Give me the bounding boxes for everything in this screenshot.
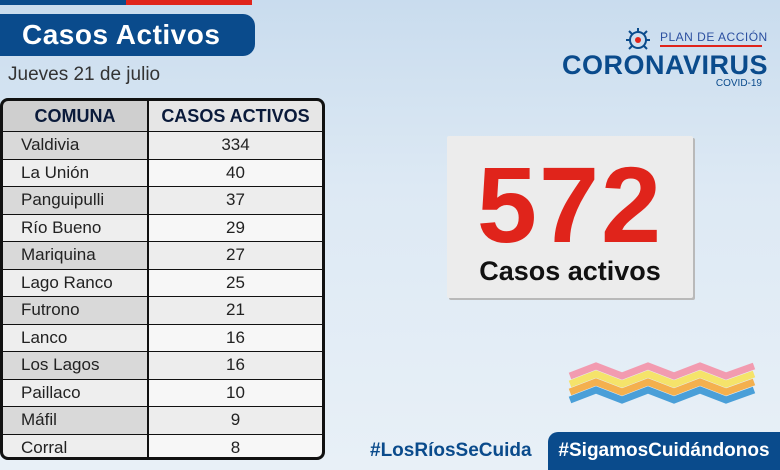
cell-comuna: Los Lagos bbox=[3, 352, 147, 379]
cell-comuna: La Unión bbox=[3, 159, 147, 186]
cell-comuna: Corral bbox=[3, 434, 147, 457]
cell-casos: 8 bbox=[149, 434, 322, 457]
table-body: Valdivia 334 La Unión 40 Panguipulli 37 Río Bu… bbox=[3, 131, 322, 457]
cell-casos: 16 bbox=[149, 324, 322, 351]
cell-casos: 25 bbox=[149, 269, 322, 296]
region-wave-logo bbox=[568, 362, 756, 404]
cell-comuna: Lanco bbox=[3, 324, 147, 351]
cell-casos: 10 bbox=[149, 379, 322, 406]
table-header: COMUNA CASOS ACTIVOS bbox=[3, 101, 322, 131]
cell-casos: 21 bbox=[149, 297, 322, 324]
report-date: Jueves 21 de julio bbox=[8, 64, 161, 85]
cell-comuna: Río Bueno bbox=[3, 214, 147, 241]
cell-casos: 40 bbox=[149, 159, 322, 186]
table-row: Valdivia 334 bbox=[3, 131, 322, 159]
flag-blue bbox=[0, 0, 126, 5]
cell-casos: 27 bbox=[149, 242, 322, 269]
logo-name: CORONAVIRUS bbox=[562, 50, 769, 80]
table-row: Mariquina 27 bbox=[3, 241, 322, 269]
table-row: Futrono 21 bbox=[3, 296, 322, 324]
logo-sub: COVID-19 bbox=[715, 78, 762, 89]
cell-comuna: Futrono bbox=[3, 297, 147, 324]
table-row: Lanco 16 bbox=[3, 323, 322, 351]
hashtag-sigamos: #SigamosCuidándonos bbox=[548, 432, 780, 470]
cell-comuna: Mariquina bbox=[3, 242, 147, 269]
table-row: Paillaco 10 bbox=[3, 378, 322, 406]
active-cases-summary: 572 Casos activos bbox=[447, 136, 693, 298]
table-row: Los Lagos 16 bbox=[3, 351, 322, 379]
table-row: Río Bueno 29 bbox=[3, 213, 322, 241]
table-row: Panguipulli 37 bbox=[3, 186, 322, 214]
cell-casos: 9 bbox=[149, 407, 322, 434]
cell-casos: 37 bbox=[149, 187, 322, 214]
table-row: La Unión 40 bbox=[3, 158, 322, 186]
cell-comuna: Máfil bbox=[3, 407, 147, 434]
coronavirus-logo: PLAN DE ACCIÓN CORONAVIRUS COVID-19 bbox=[562, 24, 768, 90]
cell-comuna: Valdivia bbox=[3, 132, 147, 159]
active-cases-total: 572 bbox=[476, 144, 664, 265]
logo-plan-text: PLAN DE ACCIÓN bbox=[660, 30, 768, 44]
flag-stripe bbox=[0, 0, 252, 5]
virus-icon bbox=[626, 28, 650, 50]
table-row: Máfil 9 bbox=[3, 406, 322, 434]
table-row: Lago Ranco 25 bbox=[3, 268, 322, 296]
cell-casos: 16 bbox=[149, 352, 322, 379]
cell-casos: 29 bbox=[149, 214, 322, 241]
logo-underline bbox=[660, 45, 762, 47]
cell-casos: 334 bbox=[149, 132, 322, 159]
active-cases-label: Casos activos bbox=[479, 256, 661, 286]
cell-comuna: Lago Ranco bbox=[3, 269, 147, 296]
cell-comuna: Panguipulli bbox=[3, 187, 147, 214]
cases-table: COMUNA CASOS ACTIVOS Valdivia 334 La Unión… bbox=[0, 98, 325, 460]
flag-red bbox=[126, 0, 252, 5]
page-title: Casos Activos bbox=[22, 19, 221, 50]
column-header-casos: CASOS ACTIVOS bbox=[149, 101, 322, 131]
cell-comuna: Paillaco bbox=[3, 379, 147, 406]
column-header-comuna: COMUNA bbox=[3, 101, 147, 131]
title-banner: Casos Activos bbox=[0, 14, 255, 56]
table-row: Corral 8 bbox=[3, 433, 322, 457]
hashtag-los-rios: #LosRíosSeCuida bbox=[370, 440, 532, 461]
